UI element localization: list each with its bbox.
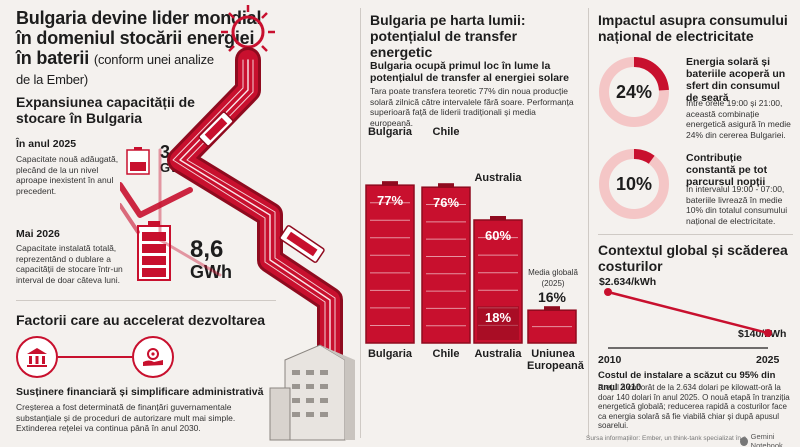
bank-icon — [16, 336, 58, 378]
middle-title: Bulgaria pe harta lumii: potențialul de … — [370, 12, 526, 60]
chart-x-label: Bulgaria — [367, 348, 412, 360]
left-divider — [16, 300, 276, 301]
year-2025-label: În anul 2025 — [16, 138, 77, 150]
may-2026-text: Capacitate instalată totală, reprezentân… — [16, 243, 123, 285]
chart-category-label: Chile — [432, 126, 460, 138]
donut-10: 10% — [599, 149, 669, 219]
buildings-icon — [269, 344, 355, 441]
donut-24: 24% — [599, 57, 669, 127]
battery-value-label: 76% — [433, 195, 459, 210]
battery-cap — [382, 181, 398, 186]
source-note: Sursa informațiilor: Ember, un think-tan… — [586, 435, 747, 442]
card1-text: Între orele 19:00 și 21:00, această comb… — [686, 98, 791, 140]
unit-2026: GWh — [190, 262, 232, 282]
battery-secondary-label: 18% — [485, 310, 511, 325]
donut-24-label: 24% — [616, 82, 652, 102]
decorative-energy-ribbon — [120, 5, 355, 441]
battery-bar-chile — [421, 186, 471, 344]
donut-10-label: 10% — [616, 174, 652, 194]
main-title: Bulgaria devine lider mondial în domeniu… — [16, 8, 262, 87]
chart-category-label: Bulgaria — [367, 126, 412, 138]
battery-cap — [438, 183, 454, 188]
brand-text: Gemini Notebook — [750, 432, 783, 447]
card2-text: În intervalul 19:00 - 07:00, bateriile l… — [686, 184, 788, 226]
battery-chart: 77% 76% 60% 16% 18% — [365, 181, 577, 344]
right-title: Impactul asupra consumului național de e… — [598, 12, 788, 44]
value-2025: 3 — [160, 142, 171, 162]
battery-value-label: 60% — [485, 228, 511, 243]
battery-cap — [490, 216, 506, 220]
support-title: Susținere financiară și simplificare adm… — [16, 386, 264, 398]
cost-end-label: $140/kWh — [738, 328, 787, 340]
gear-hand-icon — [132, 336, 174, 378]
middle-divider-right — [588, 8, 589, 438]
chart-x-label: Chile — [432, 348, 460, 360]
middle-divider-left — [360, 8, 361, 438]
battery-value-label: 77% — [377, 193, 403, 208]
cost-title: Costul de instalare a scăzut cu 95% din … — [598, 370, 776, 393]
middle-subtitle: Bulgaria ocupă primul loc în lume la pot… — [370, 60, 569, 84]
brand-icon — [740, 436, 748, 446]
battery-secondary-fill — [477, 306, 519, 340]
cost-point-2010 — [604, 288, 612, 296]
chart-x-label: Uniunea Europeană — [527, 348, 584, 372]
chart-category-label: Australia — [474, 172, 522, 184]
cost-point-2025 — [764, 329, 772, 338]
chart-x-label: Australia — [474, 348, 522, 360]
support-text: Creșterea a fost determinată de finanțăr… — [16, 402, 236, 433]
cost-start-label: $2.634/kWh — [599, 276, 657, 288]
middle-text: Tara poate transfera teoretic 77% din no… — [370, 86, 574, 128]
eu-note: Media globală (2025) — [528, 268, 578, 288]
battery-bar-bulgaria — [365, 184, 415, 344]
cost-x-2010: 2010 — [598, 354, 622, 366]
cost-text: Prețul a coborât de la 2.634 dolari pe k… — [598, 383, 790, 430]
card1-title: Energia solară și bateriile acoperă un s… — [686, 56, 786, 104]
small-battery-icon — [126, 147, 150, 175]
may-2026-label: Mai 2026 — [16, 228, 60, 240]
right-divider — [598, 234, 793, 235]
section-expansion-title: Expansiunea capacității de stocare în Bu… — [16, 94, 195, 126]
cost-x-2025: 2025 — [756, 354, 780, 366]
section-factors-title: Factorii care au accelerat dezvoltarea — [16, 312, 266, 328]
battery-value-label: 16% — [538, 289, 567, 305]
brand-logo: Gemini Notebook — [740, 432, 800, 447]
battery-cap — [544, 306, 560, 311]
large-battery-icon — [137, 221, 171, 281]
value-2026: 8,6 — [190, 236, 224, 263]
context-title: Contextul global și scăderea costurilor — [598, 242, 788, 274]
year-2025-text: Capacitate nouă adăugată, plecând de la … — [16, 154, 119, 196]
icon-connector-line — [58, 356, 132, 358]
card2-title: Contribuție constantă pe tot parcursul n… — [686, 152, 768, 188]
cost-line-chart — [604, 288, 772, 349]
